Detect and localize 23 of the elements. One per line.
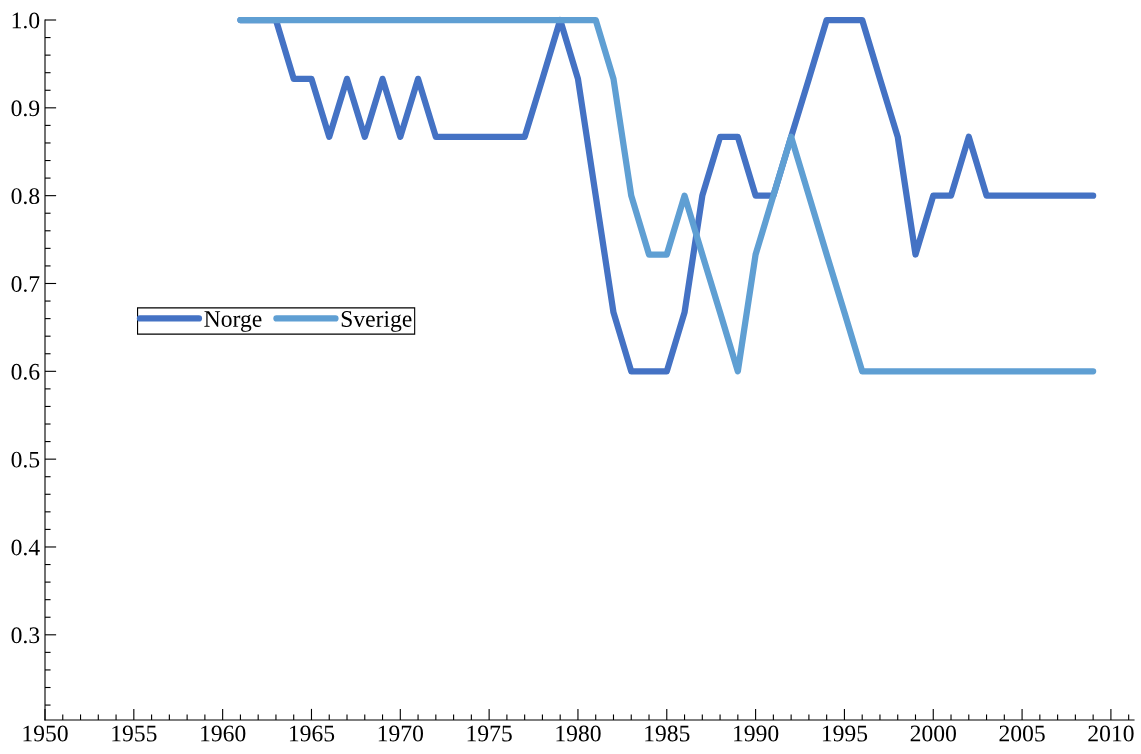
x-tick-label: 1965 (289, 725, 335, 742)
x-tick-label: 1950 (23, 725, 68, 742)
x-tick-label: 1960 (201, 725, 246, 742)
y-tick-label: 0.3 (11, 627, 40, 644)
x-tick-label: 2010 (1088, 725, 1134, 742)
x-tick-label: 1985 (645, 725, 690, 742)
y-tick-label: 0.4 (11, 539, 40, 556)
x-tick-label: 1970 (378, 725, 424, 742)
x-tick-label: 2005 (999, 725, 1045, 742)
y-tick-label: 1.0 (12, 12, 40, 29)
y-tick-label: 0.8 (11, 188, 40, 205)
x-tick-label: 2000 (910, 725, 956, 742)
y-tick-label: 0.9 (11, 100, 40, 117)
y-tick-label: 0.5 (11, 451, 40, 468)
y-tick-label: 0.6 (11, 363, 40, 380)
x-tick-label: 1990 (734, 725, 779, 742)
x-tick-label: 1980 (556, 725, 601, 742)
legend-label: Norge (204, 311, 262, 332)
x-tick-label: 1975 (467, 725, 512, 742)
x-tick-label: 1955 (112, 725, 157, 742)
legend-label: Sverige (341, 311, 412, 332)
y-tick-label: 0.7 (11, 275, 40, 293)
x-tick-label: 1995 (822, 725, 868, 742)
